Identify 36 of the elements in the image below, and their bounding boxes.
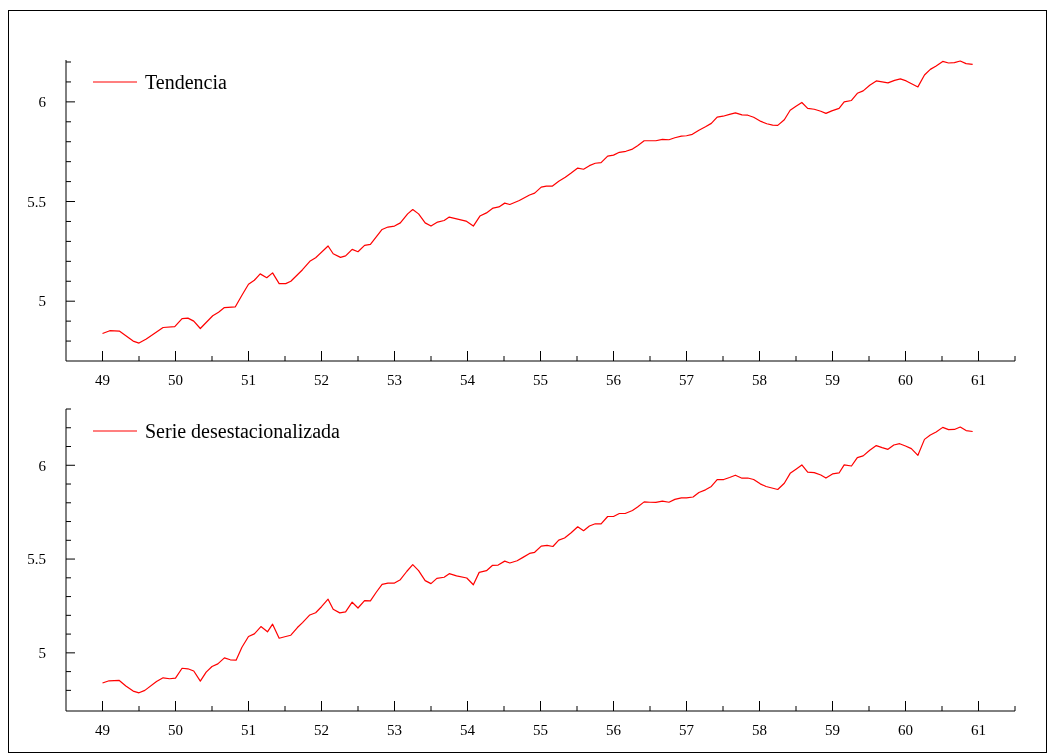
line-series (101, 426, 974, 694)
x-tick-label: 49 (95, 722, 110, 738)
x-tick-label: 56 (606, 722, 622, 738)
x-tick-label: 61 (971, 372, 986, 388)
y-tick-label: 5 (38, 293, 46, 310)
x-tick-label: 55 (533, 372, 548, 388)
x-tick-label: 52 (314, 722, 329, 738)
x-tick-label: 53 (387, 722, 402, 738)
x-tick-label: 60 (898, 372, 913, 388)
line-series (101, 60, 974, 344)
x-tick-label: 53 (387, 372, 402, 388)
y-tick-label: 5.5 (27, 193, 46, 210)
x-tick-label: 58 (752, 722, 767, 738)
x-tick-label: 52 (314, 372, 329, 388)
x-tick-label: 54 (460, 722, 476, 738)
y-tick-label: 5 (38, 645, 46, 662)
x-tick-label: 56 (606, 372, 622, 388)
x-tick-label: 54 (460, 372, 476, 388)
x-tick-label: 51 (241, 722, 256, 738)
x-tick-label: 57 (679, 722, 695, 738)
x-tick-label: 51 (241, 372, 256, 388)
y-tick-label: 5.5 (27, 551, 46, 568)
x-tick-label: 58 (752, 372, 767, 388)
x-tick-label: 59 (825, 372, 840, 388)
x-tick-label: 50 (168, 372, 183, 388)
x-tick-label: 57 (679, 372, 695, 388)
y-tick-label: 6 (38, 457, 47, 474)
x-tick-label: 49 (95, 372, 110, 388)
legend-label: Serie desestacionalizada (145, 420, 341, 442)
x-tick-label: 50 (168, 722, 183, 738)
x-tick-label: 59 (825, 722, 840, 738)
y-tick-label: 6 (38, 94, 47, 111)
x-tick-label: 55 (533, 722, 548, 738)
x-tick-label: 61 (971, 722, 986, 738)
x-tick-label: 60 (898, 722, 913, 738)
legend-label: Tendencia (145, 71, 228, 93)
